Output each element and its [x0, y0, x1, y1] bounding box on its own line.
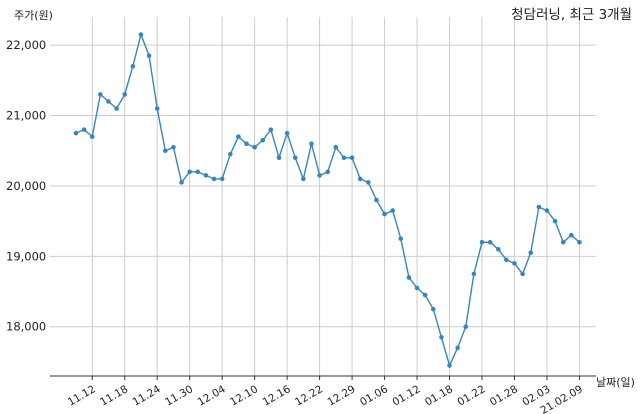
data-point [560, 239, 566, 245]
data-point [244, 141, 249, 147]
data-point [495, 246, 501, 252]
data-point [374, 197, 379, 203]
data-point [309, 141, 314, 147]
data-point [268, 127, 274, 132]
data-point [357, 176, 363, 182]
data-point [211, 176, 217, 182]
x-tick-label: 11.30 [163, 383, 195, 408]
x-tick-label: 12.16 [261, 383, 293, 409]
data-point [317, 173, 322, 178]
x-tick-label: 01.18 [423, 383, 455, 408]
data-point [430, 306, 436, 312]
x-tick-label: 01.06 [358, 383, 390, 409]
data-point [577, 239, 582, 245]
x-axis-tick-labels: 11.12 11.18 11.24 11.30 12.04 12.10 12.16 12.22… [66, 383, 585, 414]
data-point [479, 239, 485, 245]
data-point [81, 127, 87, 132]
x-tick-label: 12.10 [228, 383, 260, 408]
data-point [179, 180, 184, 185]
data-point [536, 204, 542, 210]
data-point [219, 176, 225, 182]
data-point [528, 250, 534, 256]
x-tick-label: 11.18 [98, 383, 130, 408]
y-tick-label: 20,000 [6, 179, 46, 193]
data-point [106, 99, 111, 104]
data-point [414, 285, 420, 291]
price-line [75, 32, 580, 368]
data-point [130, 63, 136, 69]
data-point [301, 176, 306, 182]
x-tick-label: 01.28 [488, 383, 520, 408]
y-axis-tick-labels: 18,000 19,000 20,000 21,000 22,000 [6, 38, 46, 334]
data-point [382, 211, 387, 217]
x-axis-label: 날짜(일) [596, 375, 635, 389]
x-tick-label: 11.12 [66, 383, 98, 408]
data-point [227, 151, 233, 157]
x-tick-label: 12.04 [196, 383, 228, 409]
data-point [439, 334, 444, 340]
data-point [341, 155, 347, 161]
gridlines [50, 17, 596, 380]
data-point [463, 324, 469, 330]
data-point [203, 173, 209, 178]
x-tick-label: 01.12 [391, 383, 423, 408]
data-point [390, 208, 395, 213]
chart-title: 청담러닝, 최근 3개월 [511, 7, 632, 23]
data-point [333, 144, 339, 150]
x-tick-label: 12.29 [326, 383, 358, 408]
data-point [146, 53, 152, 59]
data-point [552, 218, 558, 224]
data-point [487, 239, 493, 245]
data-point [187, 169, 192, 175]
data-point [366, 180, 371, 185]
data-point [422, 292, 428, 298]
data-point [284, 130, 290, 136]
y-tick-label: 18,000 [6, 320, 46, 334]
y-tick-label: 19,000 [6, 249, 46, 263]
data-point [154, 106, 160, 111]
data-point [471, 271, 477, 277]
data-point [163, 148, 168, 154]
data-point [544, 208, 550, 213]
y-tick-label: 21,000 [6, 109, 46, 123]
data-point [122, 92, 128, 97]
data-point [73, 130, 79, 136]
data-point [569, 232, 574, 238]
data-point [236, 134, 241, 139]
data-point [98, 92, 103, 97]
data-point [455, 345, 460, 351]
data-point [504, 257, 509, 263]
x-tick-label: 11.24 [131, 383, 163, 409]
data-point [292, 155, 298, 161]
data-point [447, 363, 452, 368]
data-point [138, 32, 144, 37]
x-tick-label: 01.22 [455, 383, 487, 408]
data-point [406, 275, 412, 280]
data-points [73, 32, 582, 368]
data-point [398, 236, 404, 242]
x-tick-label: 12.22 [293, 383, 325, 408]
data-point [276, 155, 282, 161]
data-point [512, 261, 517, 266]
data-point [114, 106, 119, 111]
data-point [89, 134, 95, 139]
data-point [171, 144, 176, 150]
data-point [252, 144, 257, 150]
data-point [520, 271, 525, 277]
y-axis-label: 주가(원) [14, 9, 53, 22]
data-point [195, 169, 201, 175]
data-point [325, 169, 331, 175]
y-tick-label: 22,000 [6, 38, 46, 52]
data-point [260, 137, 266, 143]
data-point [349, 155, 355, 161]
